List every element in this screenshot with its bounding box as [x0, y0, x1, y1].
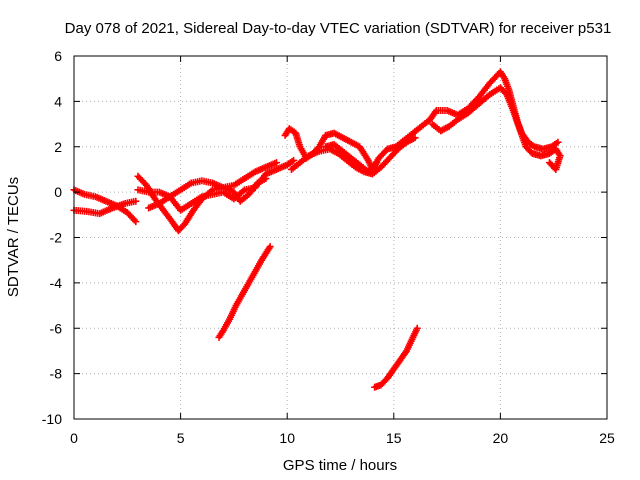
x-tick-label: 5	[177, 430, 185, 446]
data-point	[262, 175, 270, 183]
y-tick-label: 6	[54, 48, 62, 64]
y-tick-label: 2	[54, 139, 62, 155]
data-point	[547, 160, 555, 168]
data-point	[371, 160, 379, 168]
data-point	[413, 324, 421, 332]
y-axis-label: SDTVAR / TECUs	[5, 177, 22, 297]
data-point	[373, 159, 381, 167]
data-point	[411, 134, 419, 142]
series-track-e	[145, 175, 270, 212]
x-axis-label: GPS time / hours	[283, 457, 397, 474]
series-track-k	[371, 324, 421, 391]
data-point	[132, 197, 140, 205]
y-tick-label: -6	[50, 320, 63, 336]
data-point	[554, 138, 562, 146]
data-point	[130, 216, 138, 224]
data-point	[239, 187, 247, 195]
x-tick-label: 15	[386, 430, 402, 446]
axis-ticks: 0 5 10 15 20 25 -10 -8 -6 -4 -2 0 2 4 6	[42, 48, 615, 446]
x-tick-label: 10	[279, 430, 295, 446]
data-marks	[70, 68, 564, 391]
series-track-j	[215, 243, 274, 341]
x-tick-label: 25	[599, 430, 615, 446]
chart-title: Day 078 of 2021, Sidereal Day-to-day VTE…	[65, 20, 612, 37]
series-track-h	[322, 140, 381, 176]
y-tick-label: 4	[54, 93, 62, 109]
y-tick-label: -8	[50, 366, 63, 382]
data-point	[545, 159, 553, 167]
series-track-b	[70, 197, 140, 218]
data-point	[266, 243, 274, 251]
y-tick-label: -2	[50, 230, 63, 246]
data-point	[290, 156, 298, 164]
y-tick-label: 0	[54, 184, 62, 200]
y-tick-label: -4	[50, 275, 63, 291]
x-tick-label: 0	[70, 430, 78, 446]
grid	[74, 56, 607, 419]
x-tick-label: 20	[493, 430, 509, 446]
data-point	[273, 159, 281, 167]
y-tick-label: -10	[42, 411, 62, 427]
series-track-i	[428, 84, 564, 173]
data-point	[132, 218, 140, 226]
data-point	[431, 108, 439, 116]
plot-frame	[73, 55, 608, 420]
